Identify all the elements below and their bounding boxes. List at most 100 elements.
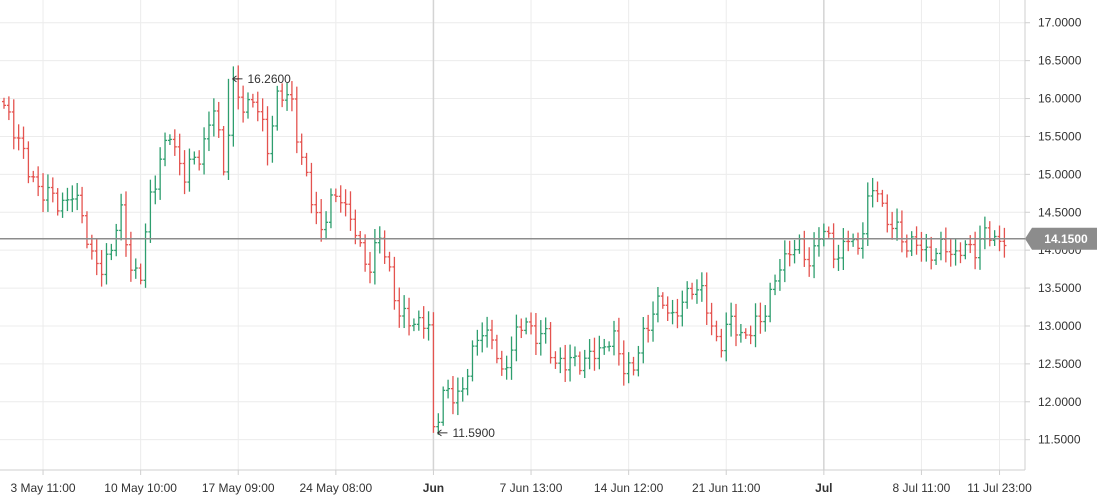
ohlc-bar bbox=[309, 162, 314, 214]
ohlc-bar bbox=[65, 187, 70, 212]
ohlc-bar bbox=[709, 302, 714, 336]
ohlc-bar bbox=[963, 240, 968, 260]
x-tick-label: 21 Jun 11:00 bbox=[692, 481, 761, 495]
ohlc-bar bbox=[753, 303, 758, 348]
ohlc-bar bbox=[685, 281, 690, 309]
ohlc-bar bbox=[45, 174, 50, 212]
ohlc-bar bbox=[782, 240, 787, 283]
ohlc-bar bbox=[514, 314, 519, 362]
ohlc-bar bbox=[387, 251, 392, 272]
ohlc-bar bbox=[612, 320, 616, 356]
ohlc-bar bbox=[885, 194, 890, 233]
ohlc-bar bbox=[890, 211, 895, 240]
ohlc-bar bbox=[226, 78, 231, 180]
extreme-annotation: 16.2600 bbox=[232, 72, 291, 86]
ohlc-bar bbox=[206, 111, 211, 152]
ohlc-bar bbox=[494, 334, 499, 364]
ohlc-bar bbox=[953, 238, 958, 266]
y-tick-label: 17.0000 bbox=[1038, 16, 1082, 30]
ohlc-bar bbox=[275, 85, 280, 131]
ohlc-bar bbox=[704, 272, 709, 325]
ohlc-bar bbox=[763, 305, 768, 332]
ohlc-bar bbox=[202, 127, 207, 175]
ohlc-bar bbox=[978, 225, 982, 270]
ohlc-bar bbox=[914, 226, 919, 255]
ohlc-bar bbox=[55, 188, 60, 216]
ohlc-bar bbox=[499, 350, 504, 376]
ohlc-bar bbox=[631, 356, 636, 376]
ohlc-bar bbox=[411, 318, 416, 332]
ohlc-bar bbox=[314, 191, 319, 225]
ohlc-bar bbox=[860, 222, 865, 259]
ohlc-bar bbox=[50, 177, 55, 203]
ohlc-bar bbox=[407, 297, 412, 336]
ohlc-bar bbox=[899, 210, 904, 253]
y-tick-label: 13.5000 bbox=[1038, 281, 1082, 295]
ohlc-bar bbox=[665, 296, 670, 321]
ohlc-bar bbox=[75, 182, 80, 211]
annotation-label: 16.2600 bbox=[247, 72, 291, 86]
ohlc-bar bbox=[958, 242, 963, 264]
y-tick-label: 12.5000 bbox=[1038, 357, 1082, 371]
ohlc-bar bbox=[768, 282, 773, 323]
ohlc-bar bbox=[216, 101, 221, 138]
ohlc-bar bbox=[812, 232, 817, 279]
ohlc-bar bbox=[172, 129, 177, 156]
x-tick-label: Jul bbox=[815, 481, 832, 495]
ohlc-bar bbox=[948, 238, 953, 267]
ohlc-bar bbox=[460, 377, 465, 402]
ohlc-bar bbox=[421, 306, 426, 339]
ohlc-bar bbox=[690, 282, 695, 300]
ohlc-bar bbox=[831, 223, 836, 269]
ohlc-bar bbox=[651, 301, 656, 342]
y-tick-label: 16.5000 bbox=[1038, 54, 1082, 68]
ohlc-bar bbox=[104, 243, 109, 285]
ohlc-bar bbox=[221, 125, 226, 176]
ohlc-bar bbox=[558, 347, 563, 374]
ohlc-bar bbox=[826, 226, 831, 238]
ohlc-bar bbox=[1002, 227, 1007, 258]
ohlc-bar bbox=[602, 338, 607, 355]
y-tick-label: 15.5000 bbox=[1038, 129, 1082, 143]
ohlc-bar bbox=[929, 236, 934, 270]
ohlc-bar bbox=[694, 279, 699, 304]
ohlc-bar bbox=[646, 314, 651, 343]
ohlc-bar bbox=[289, 81, 294, 112]
ohlc-bar bbox=[982, 216, 987, 250]
ohlc-bar bbox=[529, 312, 534, 335]
ohlc-bar bbox=[660, 292, 665, 309]
ohlc-bar bbox=[563, 344, 568, 382]
ohlc-bar bbox=[363, 234, 368, 272]
ohlc-bar bbox=[158, 147, 163, 200]
ohlc-bar bbox=[480, 322, 485, 353]
ohlc-bar bbox=[280, 83, 285, 108]
ohlc-bar bbox=[416, 310, 421, 331]
ohlc-bar bbox=[163, 132, 168, 167]
ohlc-bar bbox=[250, 93, 255, 108]
ohlc-bar bbox=[821, 223, 826, 247]
ohlc-bar bbox=[236, 65, 241, 110]
ohlc-bar bbox=[675, 298, 680, 329]
ohlc-bar bbox=[895, 208, 900, 241]
ohlc-bar bbox=[548, 322, 553, 364]
ohlc-bar bbox=[533, 313, 538, 356]
ohlc-bar bbox=[729, 302, 734, 337]
ohlc-bar bbox=[436, 413, 441, 435]
ohlc-bar bbox=[973, 231, 978, 270]
ohlc-bar bbox=[621, 340, 626, 386]
ohlc-bar bbox=[60, 192, 65, 218]
ohlc-bar bbox=[211, 98, 216, 137]
ohlc-bar bbox=[655, 286, 660, 323]
ohlc-bar bbox=[148, 179, 153, 243]
ohlc-bar bbox=[138, 263, 143, 285]
ohlc-bar bbox=[616, 317, 621, 366]
ohlc-bar bbox=[294, 86, 299, 154]
x-tick-label: 8 Jul 11:00 bbox=[893, 481, 951, 495]
ohlc-bar bbox=[270, 115, 275, 163]
ohlc-bar bbox=[509, 336, 514, 380]
ohlc-bar bbox=[197, 150, 202, 171]
ohlc-bar bbox=[94, 238, 99, 276]
ohlc-bar bbox=[36, 166, 41, 197]
ohlc-bar bbox=[475, 329, 480, 356]
